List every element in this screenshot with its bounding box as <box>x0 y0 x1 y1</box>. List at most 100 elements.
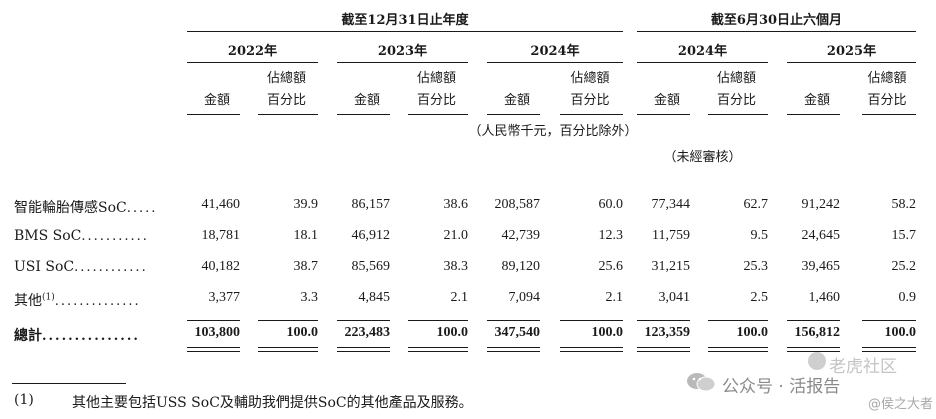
rule-pct-2024-half <box>708 114 768 115</box>
pct-cell: 21.0 <box>443 228 469 243</box>
pct-cell: 100.0 <box>736 325 769 340</box>
total-double-rule <box>862 347 916 348</box>
total-double-rule <box>487 347 540 348</box>
pct-cell: 25.3 <box>743 259 769 274</box>
rule-pct-2023 <box>408 114 468 115</box>
col-pct-2025-half-l1: 佔總額 <box>867 71 907 86</box>
tiger-logo-icon <box>808 352 826 370</box>
watermark-channel: 公众号 · 活报告 <box>722 377 841 397</box>
row-label: USI SoC............ <box>14 259 148 275</box>
subtotal-rule <box>787 320 840 321</box>
amount-cell: 1,460 <box>808 290 841 305</box>
watermark-community: 老虎社区 <box>829 357 897 377</box>
amount-cell: 31,215 <box>651 259 691 274</box>
row-label-text: USI SoC <box>14 259 75 275</box>
total-label: 總計............... <box>14 325 140 345</box>
row-label-text: 智能輪胎傳感SoC <box>14 200 127 216</box>
watermark-handle: @侯之大者 <box>868 397 934 412</box>
row-label-text: BMS SoC <box>14 228 82 244</box>
rule-amount-2024-half <box>637 114 690 115</box>
leader-dots: ........... <box>81 229 149 244</box>
subtotal-rule <box>862 320 916 321</box>
col-pct-2024-l2: 百分比 <box>570 93 610 108</box>
row-label-text: 總計 <box>14 328 42 344</box>
amount-cell: 18,781 <box>201 228 241 243</box>
col-pct-2025-half-l2: 百分比 <box>867 93 907 108</box>
total-double-rule <box>258 351 318 352</box>
rule-pct-2024 <box>560 114 623 115</box>
rule-amount-2025-half <box>787 114 840 115</box>
total-double-rule <box>337 351 390 352</box>
row-label: BMS SoC........... <box>14 228 149 244</box>
total-double-rule <box>187 351 240 352</box>
year-2024: 2024年 <box>530 44 580 59</box>
pct-cell: 58.2 <box>891 197 917 212</box>
header-group-half: 截至6月30日止六個月 <box>710 13 843 28</box>
year-2022: 2022年 <box>227 44 278 59</box>
amount-cell: 4,845 <box>358 290 391 305</box>
amount-cell: 3,041 <box>658 290 691 305</box>
pct-cell: 25.6 <box>598 259 624 274</box>
subtotal-rule <box>187 320 240 321</box>
total-double-rule <box>560 351 623 352</box>
subtotal-rule <box>637 320 690 321</box>
amount-cell: 40,182 <box>201 259 241 274</box>
total-double-rule <box>637 351 690 352</box>
col-pct-2024-l1: 佔總額 <box>570 71 610 86</box>
rule-pct-2025-half <box>862 114 916 115</box>
amount-cell: 11,759 <box>652 228 690 243</box>
col-pct-2024-half-l2: 百分比 <box>716 93 756 108</box>
rule-group-annual <box>187 31 623 32</box>
col-pct-2024-half-l1: 佔總額 <box>716 71 756 86</box>
col-amount-2023: 金額 <box>353 93 380 108</box>
unit-note: （人民幣千元，百分比除外） <box>468 124 638 139</box>
pct-cell: 38.6 <box>443 197 469 212</box>
pct-cell: 9.5 <box>750 228 769 243</box>
total-double-rule <box>337 347 390 348</box>
rule-year-2024 <box>487 62 623 63</box>
subtotal-rule <box>337 320 390 321</box>
pct-cell: 100.0 <box>591 325 624 340</box>
total-double-rule <box>258 347 318 348</box>
subtotal-rule <box>560 320 623 321</box>
total-double-rule <box>637 347 690 348</box>
total-double-rule <box>408 351 468 352</box>
footnote-rule <box>12 383 126 384</box>
amount-cell: 123,359 <box>644 325 691 340</box>
amount-cell: 39,465 <box>801 259 841 274</box>
amount-cell: 89,120 <box>501 259 541 274</box>
year-2024-half: 2024年 <box>677 44 728 59</box>
pct-cell: 100.0 <box>286 325 319 340</box>
col-amount-2024: 金額 <box>503 93 530 108</box>
row-label: 智能輪胎傳感SoC..... <box>14 197 157 217</box>
col-pct-2022-l1: 佔總額 <box>266 71 306 86</box>
subtotal-rule <box>487 320 540 321</box>
pct-cell: 3.3 <box>300 290 319 305</box>
col-pct-2023-l2: 百分比 <box>416 93 456 108</box>
total-double-rule <box>408 347 468 348</box>
footnote-text: 其他主要包括USS SoC及輔助我們提供SoC的其他產品及服務。 <box>72 395 473 411</box>
pct-cell: 38.7 <box>293 259 319 274</box>
pct-cell: 25.2 <box>891 259 917 274</box>
row-label: 其他(1).............. <box>14 290 141 310</box>
pct-cell: 100.0 <box>884 325 917 340</box>
total-double-rule <box>187 347 240 348</box>
rule-amount-2024 <box>487 114 540 115</box>
amount-cell: 42,739 <box>501 228 541 243</box>
rule-group-half <box>637 31 916 32</box>
wechat-logo <box>686 371 716 393</box>
rule-year-2022 <box>187 62 318 63</box>
amount-cell: 103,800 <box>194 325 241 340</box>
total-double-rule <box>487 351 540 352</box>
col-pct-2022-l2: 百分比 <box>266 93 306 108</box>
audit-note: （未經審核） <box>663 150 742 165</box>
amount-cell: 208,587 <box>494 197 541 212</box>
amount-cell: 3,377 <box>208 290 241 305</box>
amount-cell: 46,912 <box>351 228 391 243</box>
header-group-annual: 截至12月31日止年度 <box>341 13 469 28</box>
subtotal-rule <box>258 320 318 321</box>
pct-cell: 2.1 <box>605 290 624 305</box>
rule-pct-2022 <box>258 114 318 115</box>
pct-cell: 62.7 <box>743 197 769 212</box>
amount-cell: 91,242 <box>801 197 841 212</box>
